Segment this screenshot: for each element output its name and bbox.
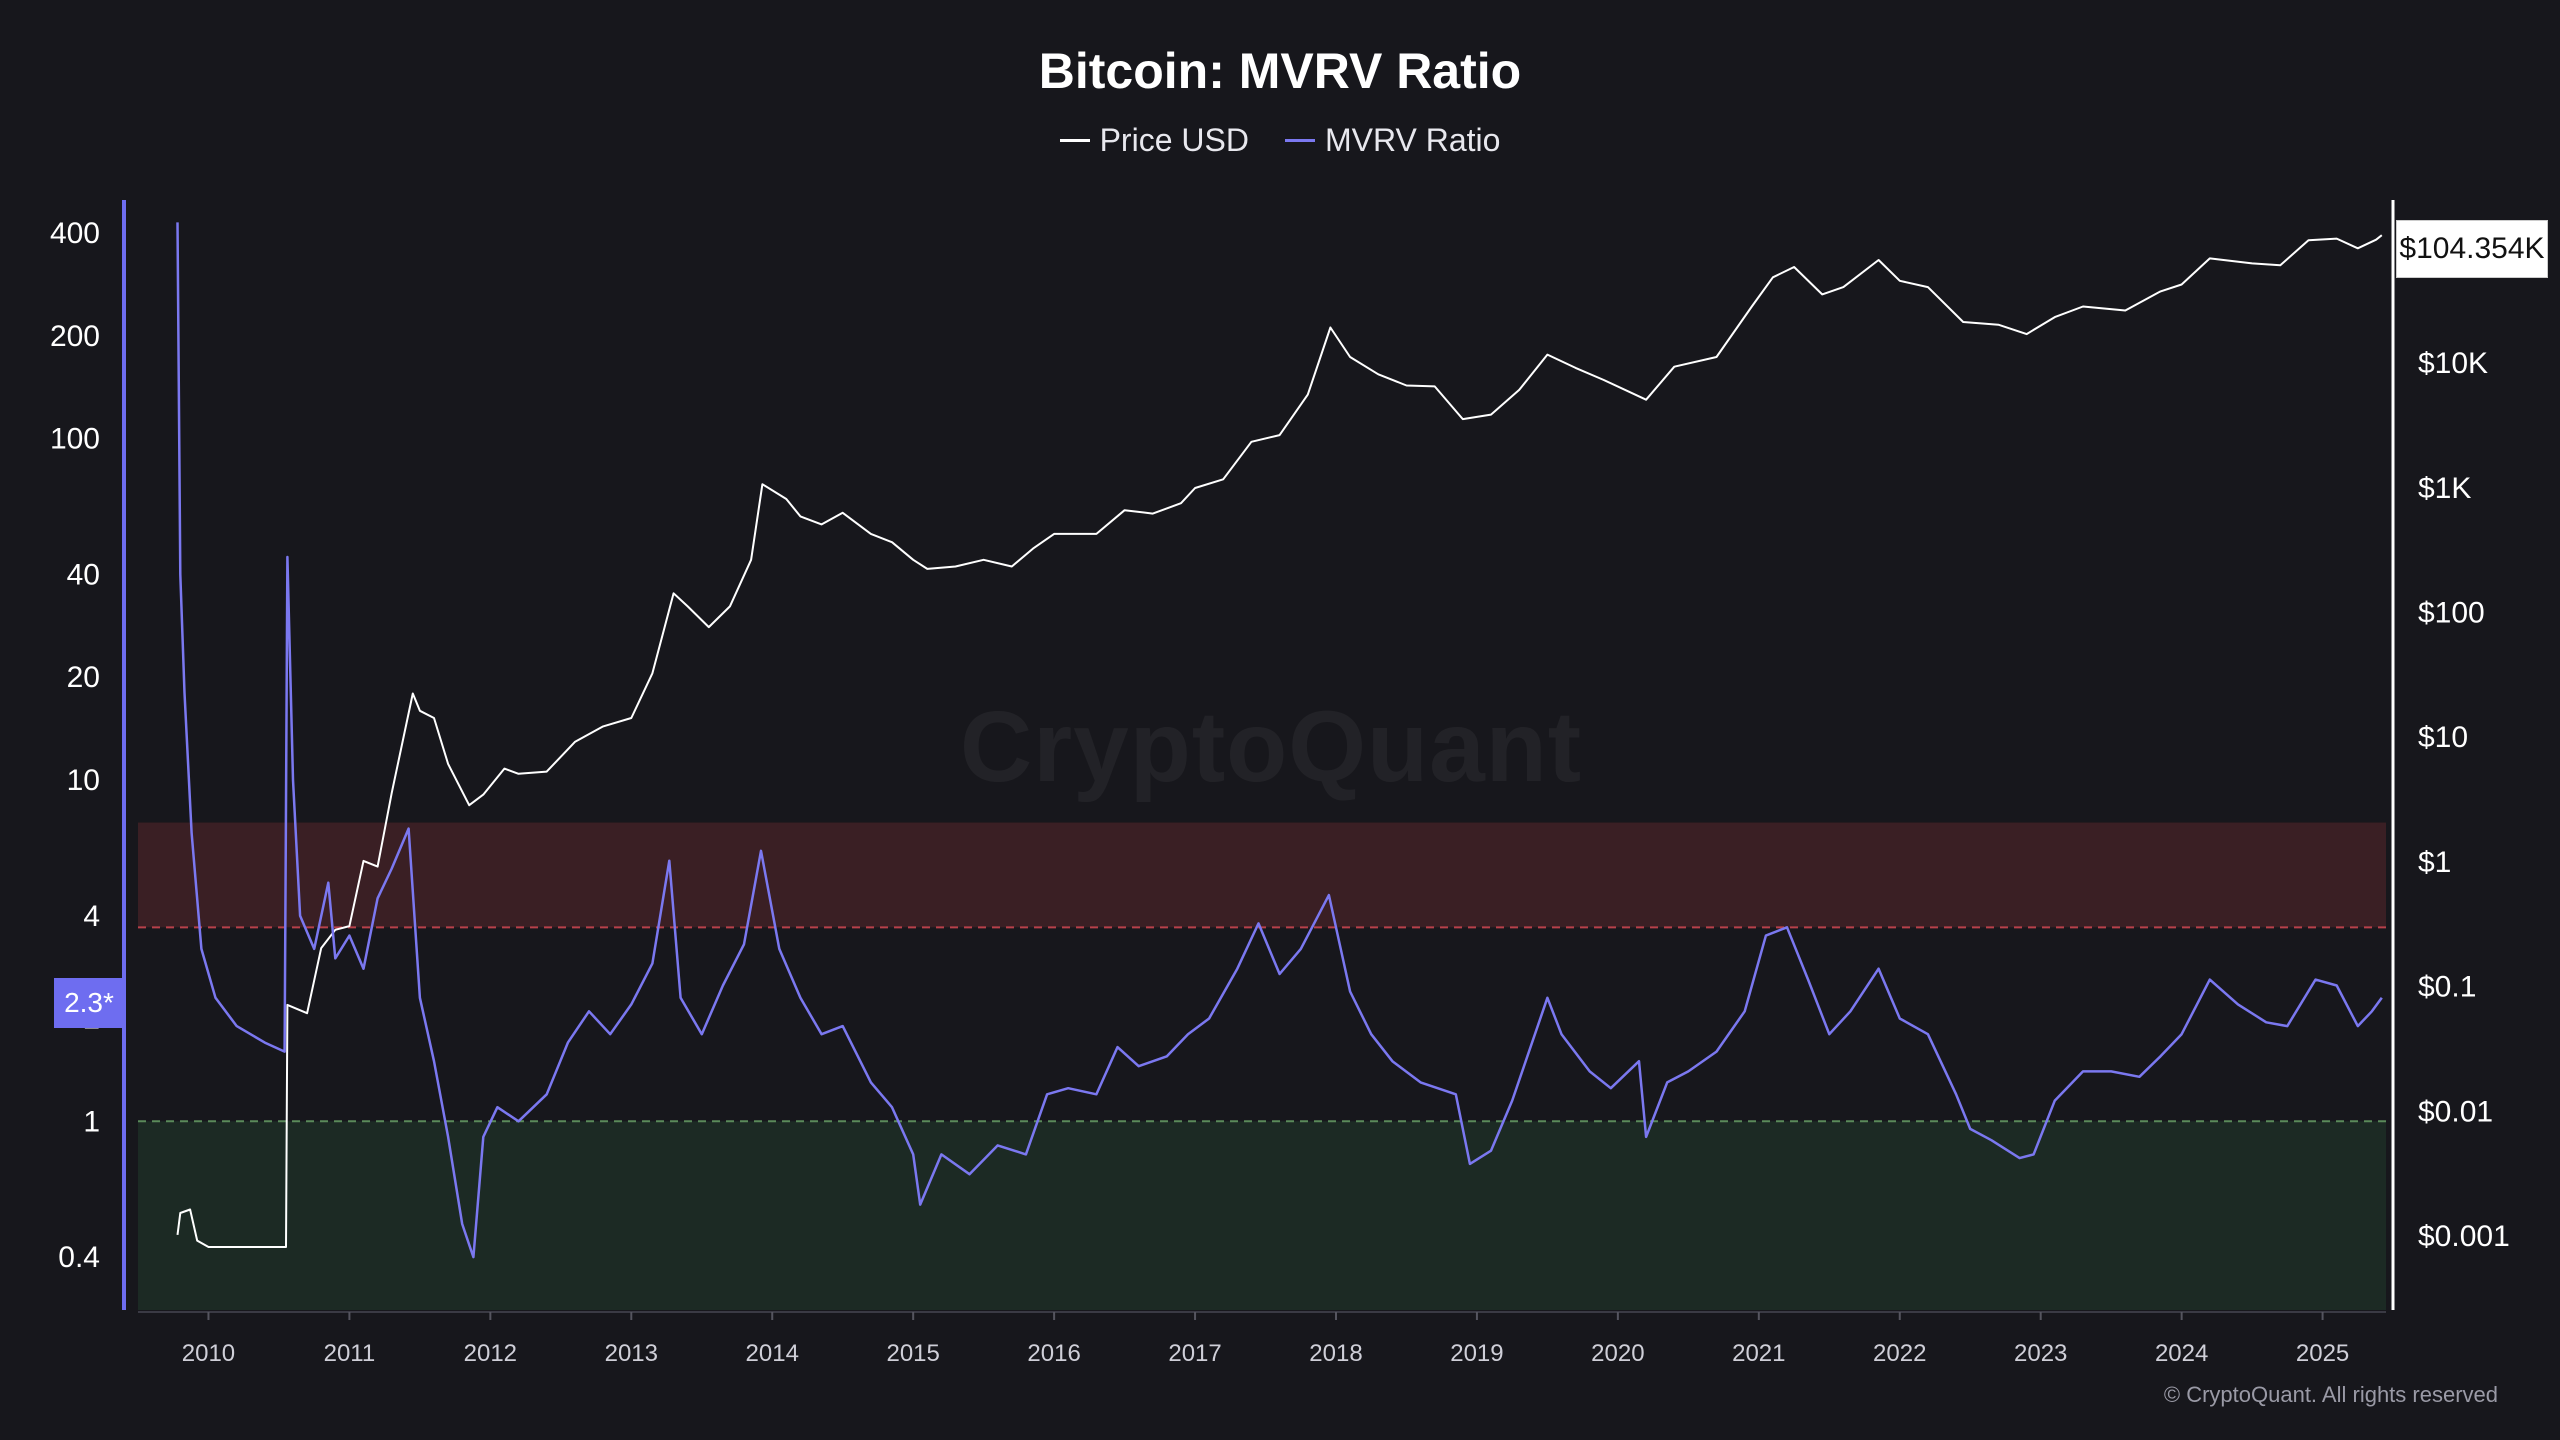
right-tick-label: $0.1 xyxy=(2418,971,2476,1004)
copyright-text: © CryptoQuant. All rights reserved xyxy=(2163,1382,2498,1407)
left-tick-label: 100 xyxy=(50,423,100,456)
current-mvrv-badge: 2.3* xyxy=(54,978,124,1028)
right-tick-label: $0.01 xyxy=(2418,1095,2493,1128)
left-tick-label: 200 xyxy=(50,320,100,353)
current-price-badge: $104.354K xyxy=(2396,220,2548,278)
left-tick-label: 1 xyxy=(83,1105,100,1138)
x-tick-label: 2025 xyxy=(2296,1340,2349,1367)
band-undervalued xyxy=(138,1121,2386,1310)
legend-item-price[interactable]: Price USD xyxy=(1059,122,1249,159)
x-tick-label: 2014 xyxy=(746,1340,799,1367)
left-tick-label: 4 xyxy=(83,900,100,933)
left-axis-ticks: 4002001004020104210.4 xyxy=(50,217,100,1274)
x-tick-label: 2020 xyxy=(1591,1340,1644,1367)
legend-label-price: Price USD xyxy=(1099,122,1249,158)
x-tick-label: 2023 xyxy=(2014,1340,2067,1367)
x-axis-ticks: 2010 2011 2012 2013 2014 2015 2016 2017 2018 2019… xyxy=(182,1312,2349,1367)
x-tick-label: 2018 xyxy=(1309,1340,1362,1367)
chart-legend: Price USD MVRV Ratio xyxy=(0,122,2560,159)
legend-swatch-price xyxy=(1059,139,1090,142)
chart-title: Bitcoin: MVRV Ratio xyxy=(1038,43,1522,99)
x-tick-label: 2017 xyxy=(1168,1340,1221,1367)
x-tick-label: 2013 xyxy=(605,1340,658,1367)
right-tick-label: $100 xyxy=(2418,597,2485,630)
left-tick-label: 40 xyxy=(67,558,100,591)
x-tick-label: 2019 xyxy=(1450,1340,1503,1367)
watermark-logo: CryptoQuant xyxy=(960,691,1583,803)
legend-swatch-mvrv xyxy=(1284,139,1315,142)
x-tick-label: 2024 xyxy=(2155,1340,2208,1367)
left-tick-label: 10 xyxy=(67,764,100,797)
right-tick-label: $10K xyxy=(2418,347,2488,380)
price-usd-line xyxy=(176,234,2383,1248)
x-tick-label: 2016 xyxy=(1027,1340,1080,1367)
left-tick-label: 400 xyxy=(50,217,100,250)
left-tick-label: 20 xyxy=(67,661,100,694)
legend-item-mvrv[interactable]: MVRV Ratio xyxy=(1284,122,1501,159)
x-tick-label: 2022 xyxy=(1873,1340,1926,1367)
left-tick-label: 0.4 xyxy=(58,1241,100,1274)
right-tick-label: $1K xyxy=(2418,472,2471,505)
legend-label-mvrv: MVRV Ratio xyxy=(1324,122,1501,158)
series-layer xyxy=(176,222,2383,1259)
right-tick-label: $0.001 xyxy=(2418,1220,2510,1253)
x-tick-label: 2012 xyxy=(464,1340,517,1367)
x-tick-label: 2010 xyxy=(182,1340,235,1367)
x-tick-label: 2011 xyxy=(324,1340,376,1367)
mvrv-ratio-line xyxy=(176,222,2383,1259)
band-overvalued xyxy=(138,822,2386,928)
x-tick-label: 2021 xyxy=(1732,1340,1785,1367)
right-tick-label: $10 xyxy=(2418,721,2468,754)
right-axis-ticks: $10K $1K $100 $10 $1 $0.1 $0.01 $0.001 xyxy=(2418,347,2510,1253)
x-tick-label: 2015 xyxy=(886,1340,939,1367)
right-tick-label: $1 xyxy=(2418,846,2451,879)
